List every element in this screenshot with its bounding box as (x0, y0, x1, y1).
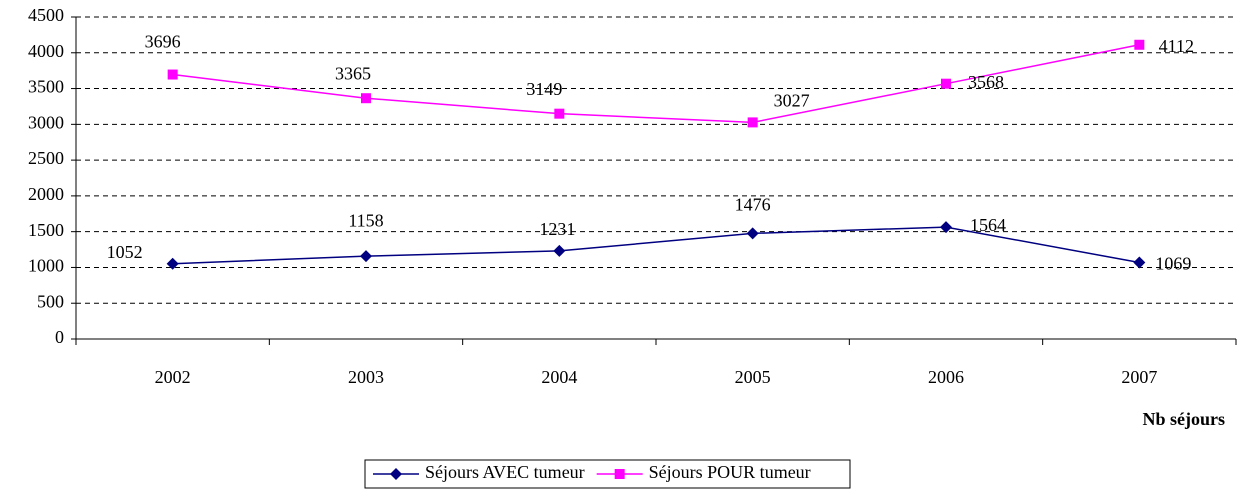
x-tick-label: 2003 (348, 367, 384, 387)
x-tick-label: 2002 (155, 367, 191, 387)
point (166, 257, 179, 270)
legend-label: Séjours AVEC tumeur (425, 462, 585, 482)
y-tick-label: 1000 (28, 256, 64, 276)
x-tick-label: 2004 (541, 367, 577, 387)
point (747, 117, 758, 128)
y-tick-label: 4000 (28, 41, 64, 61)
data-label: 3365 (335, 63, 371, 83)
data-label: 1158 (348, 210, 383, 230)
point (1133, 256, 1146, 269)
data-label: 1052 (107, 242, 143, 262)
point (941, 78, 951, 89)
x-tick-label: 2007 (1121, 367, 1157, 387)
x-tick-label: 2005 (735, 367, 771, 387)
legend-label: Séjours POUR tumeur (649, 462, 811, 482)
y-tick-label: 1500 (28, 220, 64, 240)
y-tick-label: 3500 (28, 77, 64, 97)
y-tick-label: 0 (55, 327, 64, 347)
data-label: 3568 (968, 72, 1004, 92)
point (746, 227, 759, 240)
y-tick-label: 2000 (28, 184, 64, 204)
point (554, 108, 565, 119)
point (1134, 39, 1145, 50)
data-label: 1069 (1155, 254, 1191, 274)
y-tick-label: 4500 (28, 5, 64, 25)
legend-marker (390, 468, 402, 480)
point (553, 244, 566, 257)
data-label: 3696 (145, 32, 181, 52)
point (360, 250, 372, 263)
y-tick-label: 500 (37, 291, 64, 311)
data-label: 1476 (735, 195, 771, 215)
data-label: 1564 (970, 215, 1006, 235)
series-line (172, 44, 1140, 124)
data-label: 4112 (1159, 36, 1194, 56)
x-axis-label: Nb séjours (1142, 409, 1225, 429)
y-tick-label: 3000 (28, 112, 64, 132)
data-label: 3027 (774, 91, 810, 111)
point (361, 93, 371, 104)
series-line (172, 226, 1140, 265)
data-label: 1231 (539, 219, 575, 239)
point (167, 69, 178, 80)
point (940, 221, 952, 234)
y-tick-label: 2500 (28, 148, 64, 168)
x-tick-label: 2006 (928, 367, 964, 387)
legend-marker (614, 469, 625, 479)
data-label: 3149 (526, 79, 562, 99)
